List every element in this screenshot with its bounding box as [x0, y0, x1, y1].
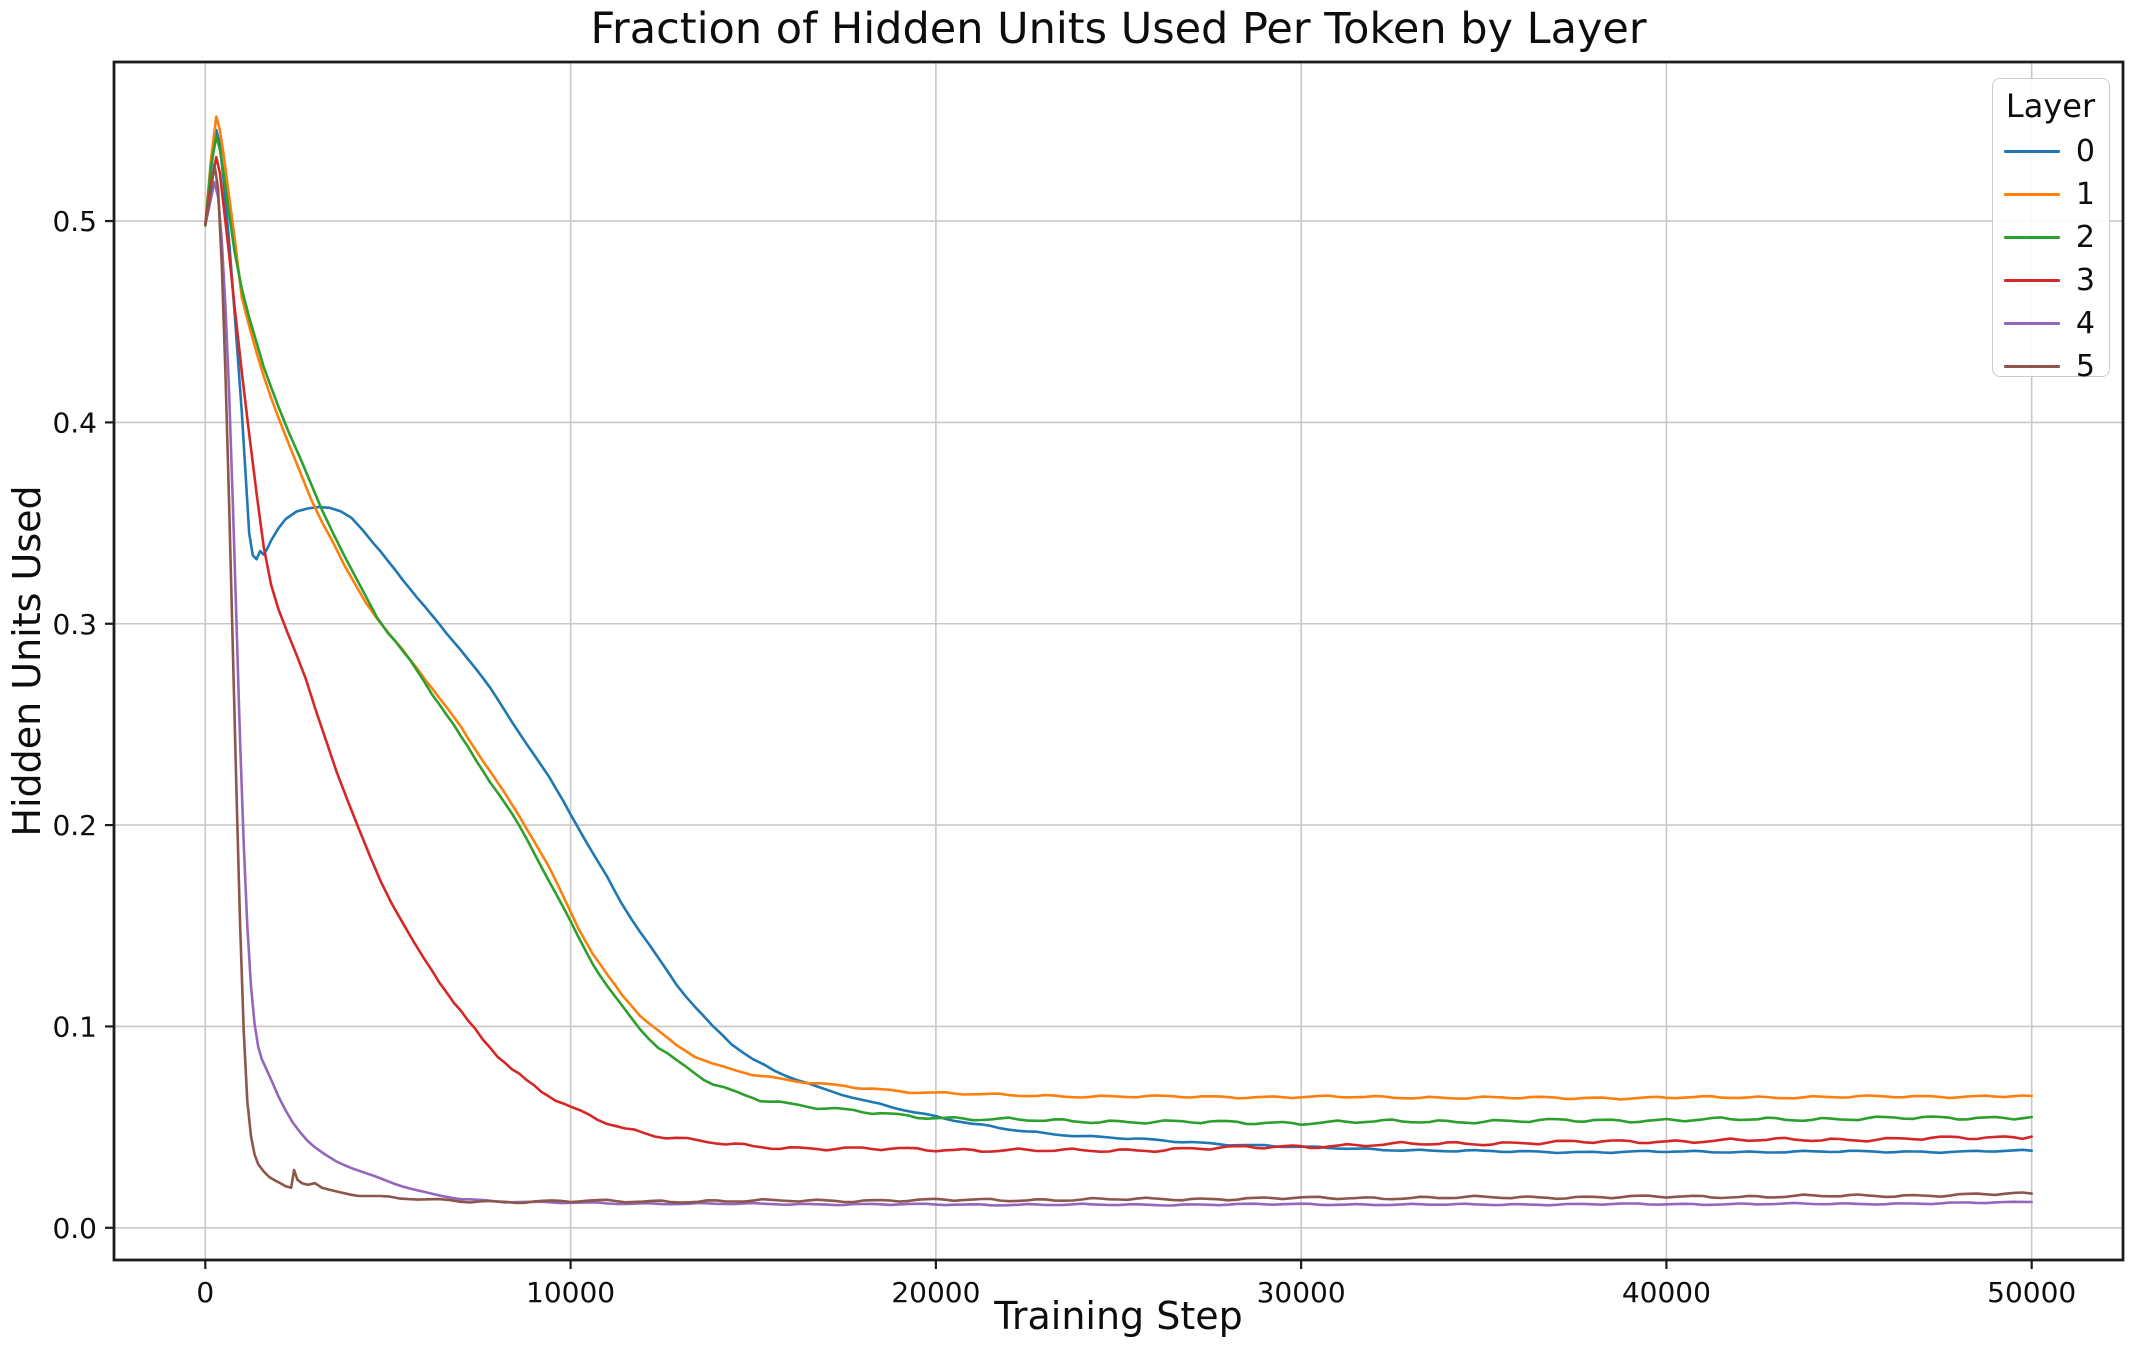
- legend-label: 0: [2075, 134, 2095, 170]
- plot-frame: [112, 60, 2125, 1262]
- legend-label: 1: [2075, 177, 2095, 213]
- legend-label: 2: [2075, 220, 2095, 256]
- x-tick-label: 0: [196, 1276, 214, 1309]
- legend-line-swatch: [2004, 364, 2060, 369]
- legend-line-swatch: [2004, 321, 2060, 326]
- x-tick-label: 50000: [1987, 1276, 2076, 1309]
- legend-item-layer-0: 0: [2004, 130, 2097, 173]
- x-tick-label: 10000: [526, 1276, 615, 1309]
- y-tick-label: 0.0: [52, 1212, 97, 1245]
- series-line-layer-0: [204, 128, 2033, 1155]
- y-tick-label: 0.1: [52, 1010, 97, 1043]
- series-line-layer-3: [204, 155, 2033, 1154]
- legend-label: 3: [2075, 263, 2095, 299]
- x-tick-label: 30000: [1257, 1276, 1346, 1309]
- legend-line-swatch: [2004, 278, 2060, 283]
- y-axis-label: Hidden Units Used: [5, 485, 49, 837]
- legend-item-layer-1: 1: [2004, 173, 2097, 216]
- series-line-layer-4: [204, 180, 2033, 1207]
- series-line-layer-5: [204, 162, 2033, 1205]
- series-line-layer-2: [204, 134, 2033, 1127]
- y-tick-label: 0.5: [52, 205, 97, 238]
- legend-item-layer-2: 2: [2004, 216, 2097, 259]
- legend-item-layer-3: 3: [2004, 259, 2097, 302]
- legend-label: 4: [2075, 306, 2095, 342]
- y-tick-label: 0.2: [52, 809, 97, 842]
- x-tick-label: 40000: [1622, 1276, 1711, 1309]
- legend-line-swatch: [2004, 192, 2060, 197]
- legend-item-layer-4: 4: [2004, 302, 2097, 345]
- legend-title: Layer: [2005, 87, 2096, 125]
- x-axis-label: Training Step: [994, 1294, 1243, 1338]
- legend-label: 5: [2075, 349, 2095, 385]
- legend-line-swatch: [2004, 149, 2060, 154]
- y-tick-label: 0.4: [52, 406, 97, 439]
- legend: Layer 0 1 2 3 4 5: [1992, 78, 2110, 384]
- series-line-layer-1: [204, 115, 2033, 1101]
- legend-line-swatch: [2004, 235, 2060, 240]
- chart-title: Fraction of Hidden Units Used Per Token …: [590, 4, 1647, 54]
- y-tick-label: 0.3: [52, 608, 97, 641]
- x-tick-label: 20000: [891, 1276, 980, 1309]
- legend-item-layer-5: 5: [2004, 345, 2097, 388]
